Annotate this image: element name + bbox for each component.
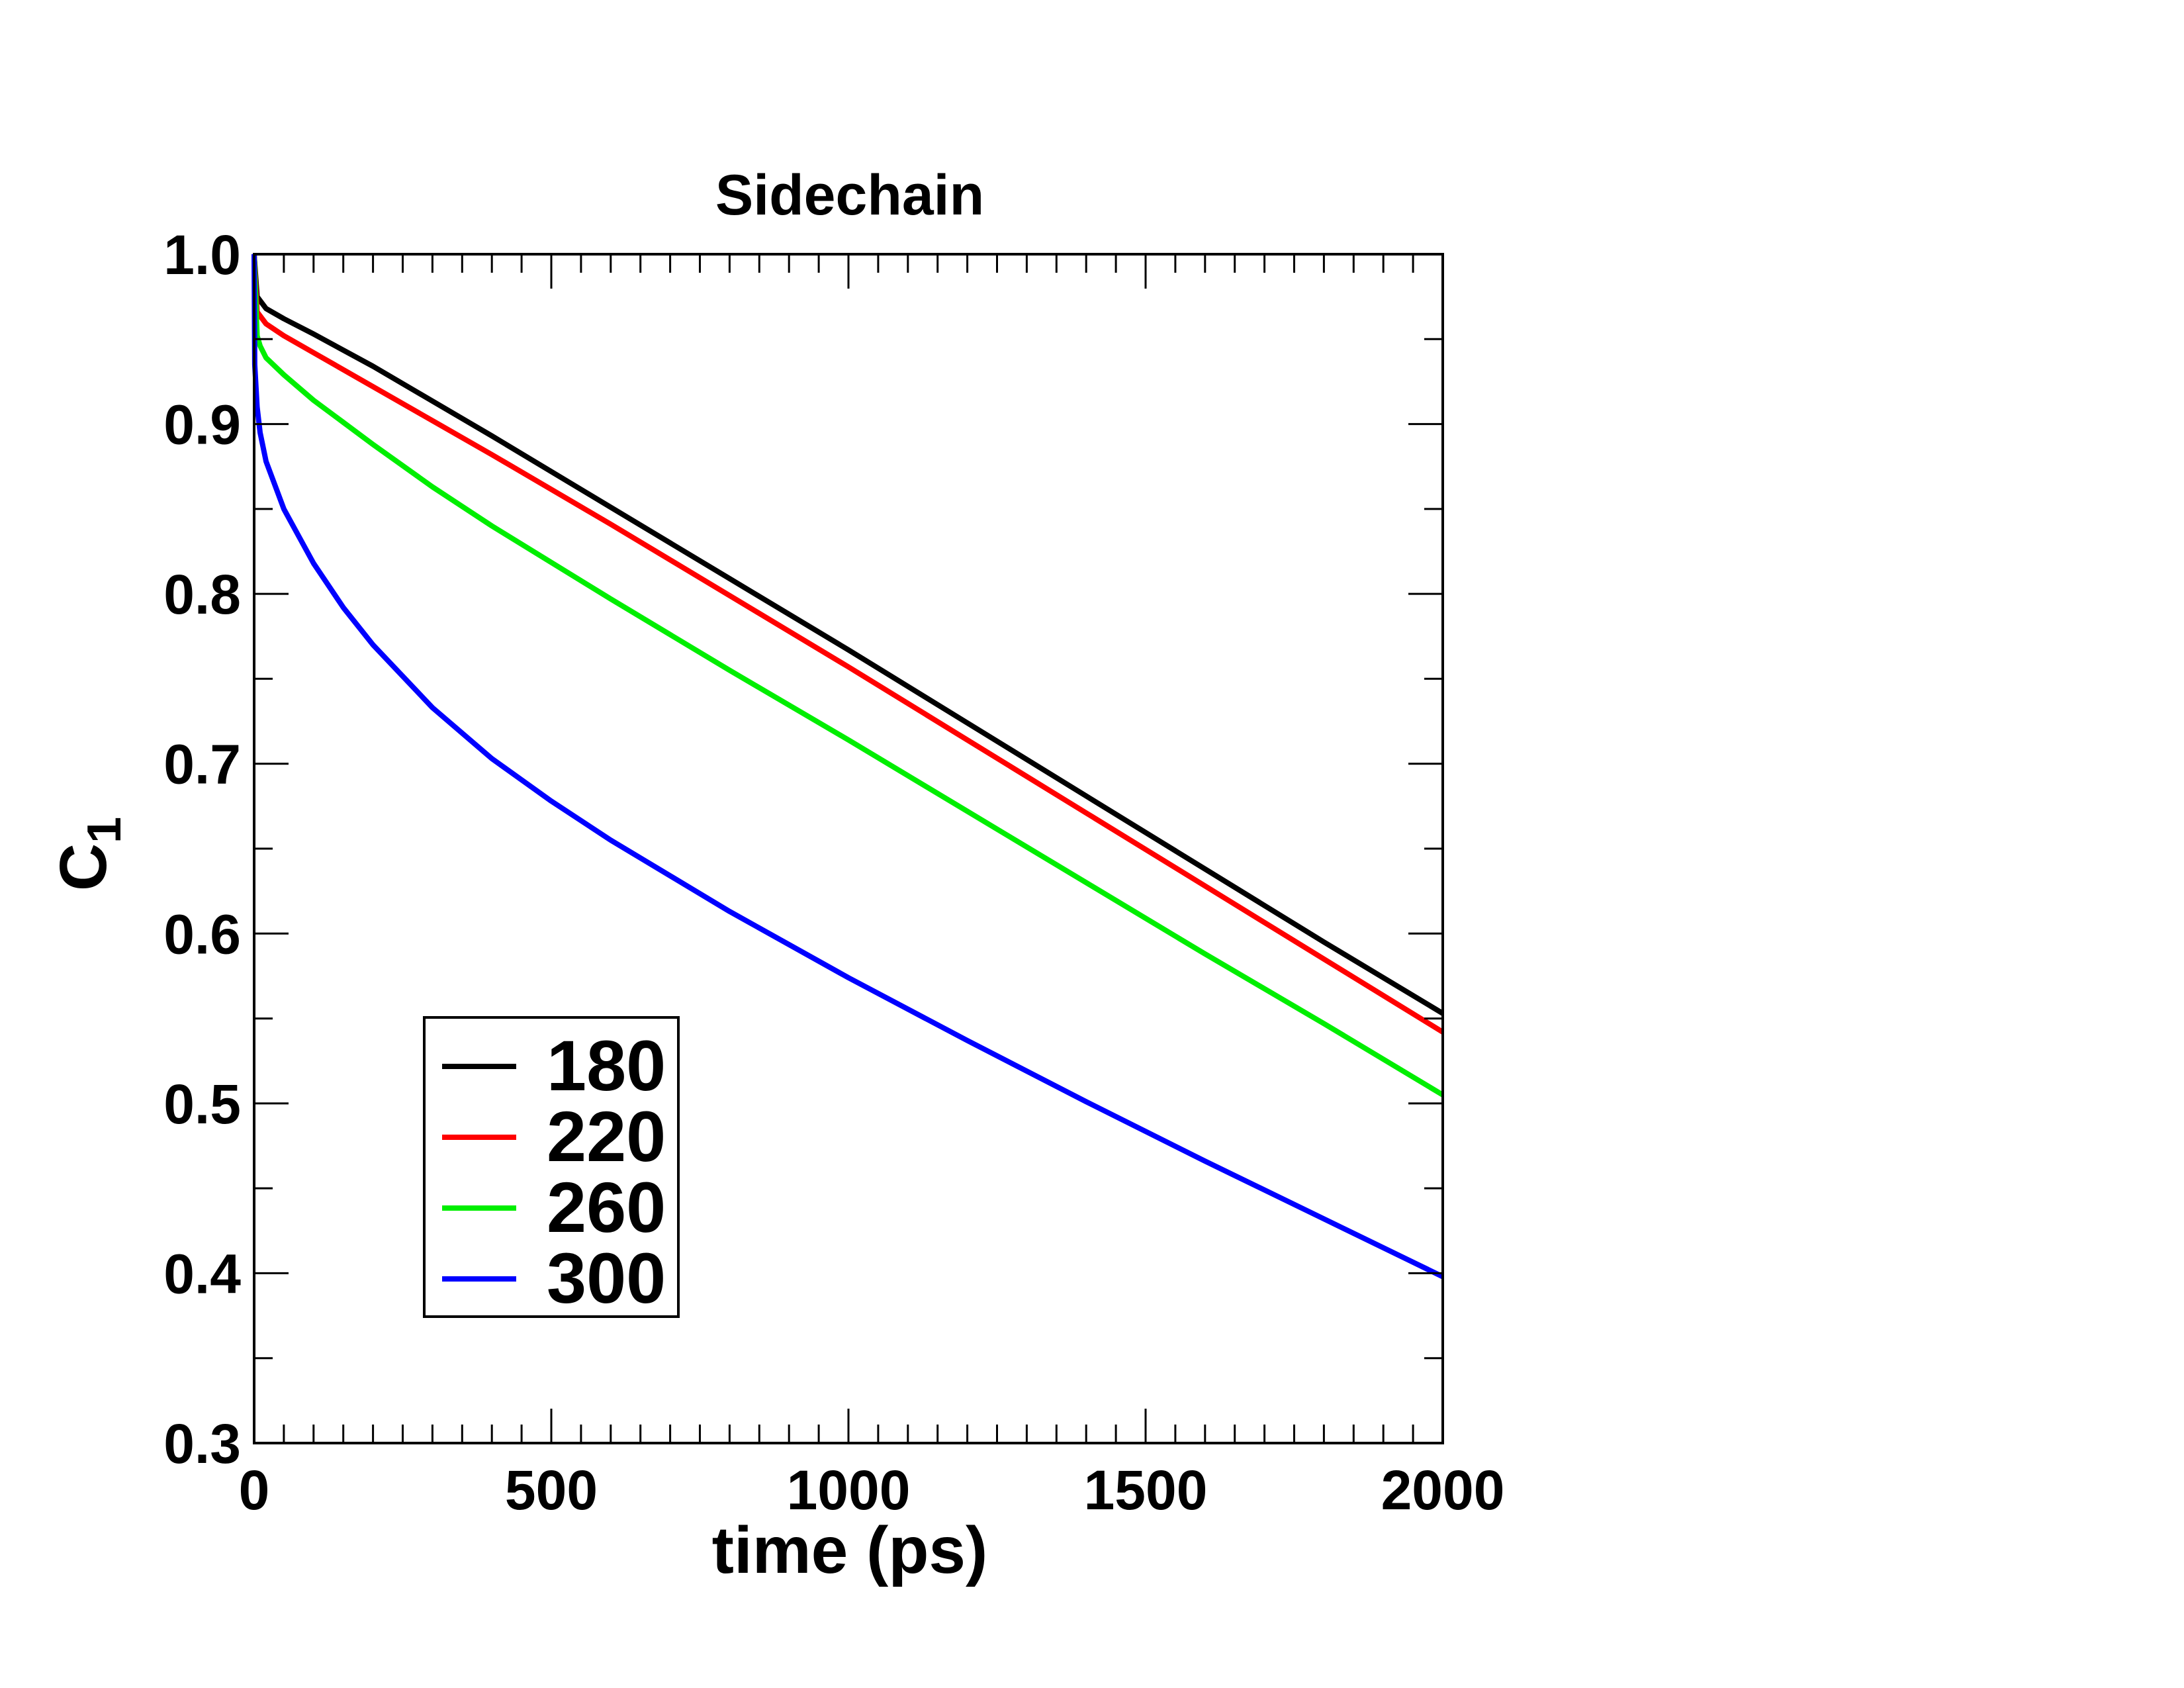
series-line-220 (251, 254, 1445, 1035)
y-tick-label: 0.7 (163, 733, 241, 796)
x-tick-labels: 0 500 1000 1500 2000 (239, 1459, 1505, 1521)
tick-marks (253, 253, 1444, 1444)
y-tick-labels: 0.3 0.4 0.5 0.6 0.7 0.8 0.9 1.0 (163, 224, 241, 1475)
x-tick-label: 1000 (787, 1459, 911, 1521)
y-tick-label: 0.9 (163, 394, 241, 456)
y-axis-label-group: C1 (46, 817, 131, 891)
legend-label-300: 300 (547, 1238, 666, 1318)
plot-frame (253, 253, 1444, 1444)
x-tick-label: 1500 (1084, 1459, 1208, 1521)
y-axis-label-subscript: 1 (78, 817, 131, 843)
legend-label-220: 220 (547, 1096, 666, 1176)
x-tick-label: 2000 (1381, 1459, 1505, 1521)
y-axis-label: C1 (46, 817, 131, 891)
y-tick-label: 0.6 (163, 903, 241, 965)
y-tick-label: 1.0 (163, 224, 241, 286)
y-tick-label: 0.4 (163, 1243, 241, 1305)
y-tick-label: 0.3 (163, 1413, 241, 1475)
legend-label-180: 180 (547, 1025, 666, 1105)
x-tick-label: 500 (505, 1459, 598, 1521)
y-tick-label: 0.5 (163, 1073, 241, 1135)
x-tick-label: 0 (239, 1459, 270, 1521)
legend-label-260: 260 (547, 1167, 666, 1247)
series-line-260 (251, 254, 1445, 1098)
y-axis-label-base: C (46, 843, 120, 891)
y-tick-label: 0.8 (163, 563, 241, 626)
series-line-300 (251, 254, 1444, 1280)
x-axis-label: time (ps) (712, 1513, 988, 1587)
series-layer (251, 254, 1445, 1280)
series-line-180 (251, 254, 1445, 1016)
chart-title: Sidechain (715, 164, 984, 227)
